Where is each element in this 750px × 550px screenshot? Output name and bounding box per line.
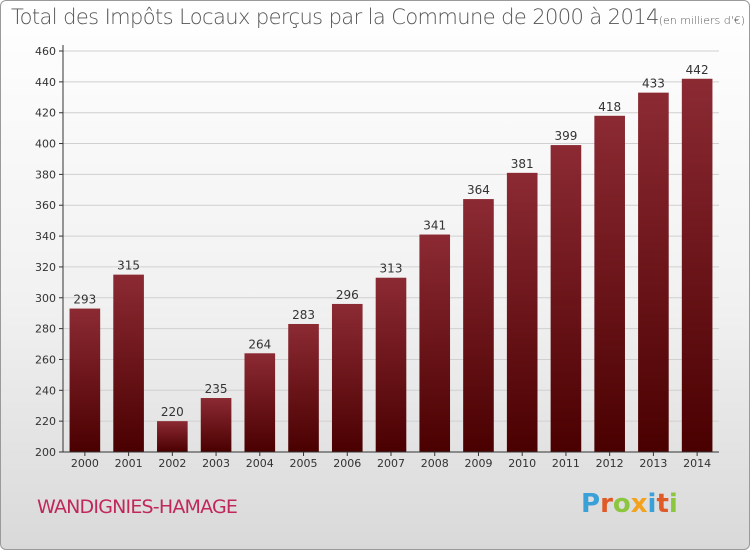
logo-letter: r	[600, 489, 613, 519]
title-text: Total des Impôts Locaux perçus par la Co…	[11, 5, 659, 29]
chart-title: Total des Impôts Locaux perçus par la Co…	[11, 5, 745, 29]
y-tick-label: 200	[35, 446, 56, 459]
y-tick-label: 220	[35, 415, 56, 428]
y-tick-label: 360	[35, 199, 56, 212]
bar	[506, 172, 538, 453]
bars: 293 315 220 235 264 283 296 313 341 364 381 399 418 4…	[69, 63, 713, 453]
y-tick-label: 400	[35, 138, 56, 151]
bar	[157, 421, 188, 452]
bar	[288, 323, 319, 452]
title-unit: (en milliers d'€)	[658, 14, 746, 27]
y-tick-label: 420	[35, 107, 56, 120]
y-tick-label: 320	[35, 261, 56, 274]
logo-letter: P	[581, 489, 601, 519]
data-label: 293	[73, 293, 96, 307]
x-tick-label: 2012	[596, 457, 624, 470]
y-tick-label: 340	[35, 230, 56, 243]
data-label: 433	[642, 77, 665, 91]
x-tick-label: 2008	[421, 457, 449, 470]
x-tick-label: 2006	[333, 457, 361, 470]
x-tick-label: 2004	[246, 457, 274, 470]
data-label: 442	[686, 63, 709, 77]
x-tick-label: 2011	[552, 457, 580, 470]
data-label: 264	[248, 337, 271, 351]
data-label: 220	[161, 405, 184, 419]
bar	[69, 308, 101, 452]
x-tick-label: 2002	[158, 457, 186, 470]
x-tick-label: 2000	[71, 457, 99, 470]
data-label: 381	[511, 157, 534, 171]
logo-letter: o	[612, 489, 631, 519]
bar	[113, 274, 144, 452]
x-tick-label: 2003	[202, 457, 230, 470]
logo-letter: t	[656, 489, 669, 519]
data-label: 296	[336, 288, 359, 302]
logo-letter: i	[668, 489, 678, 519]
bar	[550, 145, 582, 453]
data-label: 418	[598, 100, 621, 114]
bar	[244, 353, 276, 452]
data-label: 313	[380, 262, 403, 276]
x-tick-label: 2007	[377, 457, 405, 470]
y-tick-label: 300	[35, 292, 56, 305]
x-tick-label: 2014	[683, 457, 711, 470]
data-label: 235	[205, 382, 228, 396]
bar	[463, 199, 494, 452]
data-label: 341	[423, 219, 446, 233]
bar	[638, 92, 669, 453]
proxiti-logo[interactable]: Proxiti	[581, 489, 678, 519]
bar	[331, 303, 363, 452]
bar	[419, 234, 451, 452]
axes: 200 220 240 260 280 300 320 340 360 380 400 420 440 4…	[35, 45, 719, 470]
y-tick-label: 260	[35, 353, 56, 366]
y-tick-label: 460	[35, 45, 56, 58]
data-label: 399	[554, 129, 577, 143]
y-tick-label: 280	[35, 323, 56, 336]
x-tick-label: 2001	[115, 457, 143, 470]
x-tick-label: 2009	[464, 457, 492, 470]
bar	[375, 277, 407, 452]
bar	[594, 115, 625, 453]
x-tick-label: 2013	[639, 457, 667, 470]
logo-letter: i	[647, 489, 657, 519]
data-label: 315	[117, 259, 140, 273]
y-tick-label: 240	[35, 384, 56, 397]
y-tick-label: 440	[35, 76, 56, 89]
bar	[200, 398, 232, 452]
x-tick-label: 2005	[290, 457, 318, 470]
data-label: 283	[292, 308, 315, 322]
x-tick-label: 2010	[508, 457, 536, 470]
logo-letter: x	[630, 489, 648, 519]
y-tick-label: 380	[35, 168, 56, 181]
data-label: 364	[467, 183, 490, 197]
commune-name: WANDIGNIES-HAMAGE	[37, 496, 238, 518]
bar	[681, 78, 713, 452]
